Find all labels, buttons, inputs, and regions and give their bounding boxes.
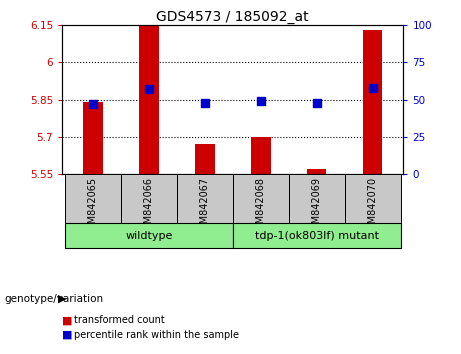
Text: tdp-1(ok803lf) mutant: tdp-1(ok803lf) mutant <box>254 230 378 241</box>
Point <box>257 98 265 104</box>
Text: GSM842068: GSM842068 <box>256 177 266 236</box>
Text: genotype/variation: genotype/variation <box>5 294 104 304</box>
Bar <box>83 102 103 175</box>
Point <box>145 86 153 92</box>
Bar <box>289 175 345 223</box>
Bar <box>233 223 401 248</box>
Text: wildtype: wildtype <box>125 230 172 241</box>
Point <box>313 100 320 105</box>
Bar <box>345 175 401 223</box>
Title: GDS4573 / 185092_at: GDS4573 / 185092_at <box>156 10 309 24</box>
Text: GSM842066: GSM842066 <box>144 177 154 236</box>
Text: ■: ■ <box>62 315 73 325</box>
Text: GSM842070: GSM842070 <box>367 177 378 236</box>
Bar <box>65 223 233 248</box>
Text: ▶: ▶ <box>58 294 66 304</box>
Bar <box>233 175 289 223</box>
Bar <box>177 175 233 223</box>
Bar <box>363 30 383 175</box>
Point <box>201 100 208 105</box>
Bar <box>195 144 215 175</box>
Text: GSM842067: GSM842067 <box>200 177 210 236</box>
Text: ■: ■ <box>62 330 73 339</box>
Text: GSM842069: GSM842069 <box>312 177 322 236</box>
Bar <box>139 25 159 175</box>
Bar <box>121 175 177 223</box>
Point <box>369 85 376 90</box>
Bar <box>65 175 121 223</box>
Text: percentile rank within the sample: percentile rank within the sample <box>74 330 239 339</box>
Bar <box>307 169 326 175</box>
Bar <box>251 137 271 175</box>
Text: GSM842065: GSM842065 <box>88 177 98 236</box>
Text: transformed count: transformed count <box>74 315 165 325</box>
Point <box>89 101 97 107</box>
